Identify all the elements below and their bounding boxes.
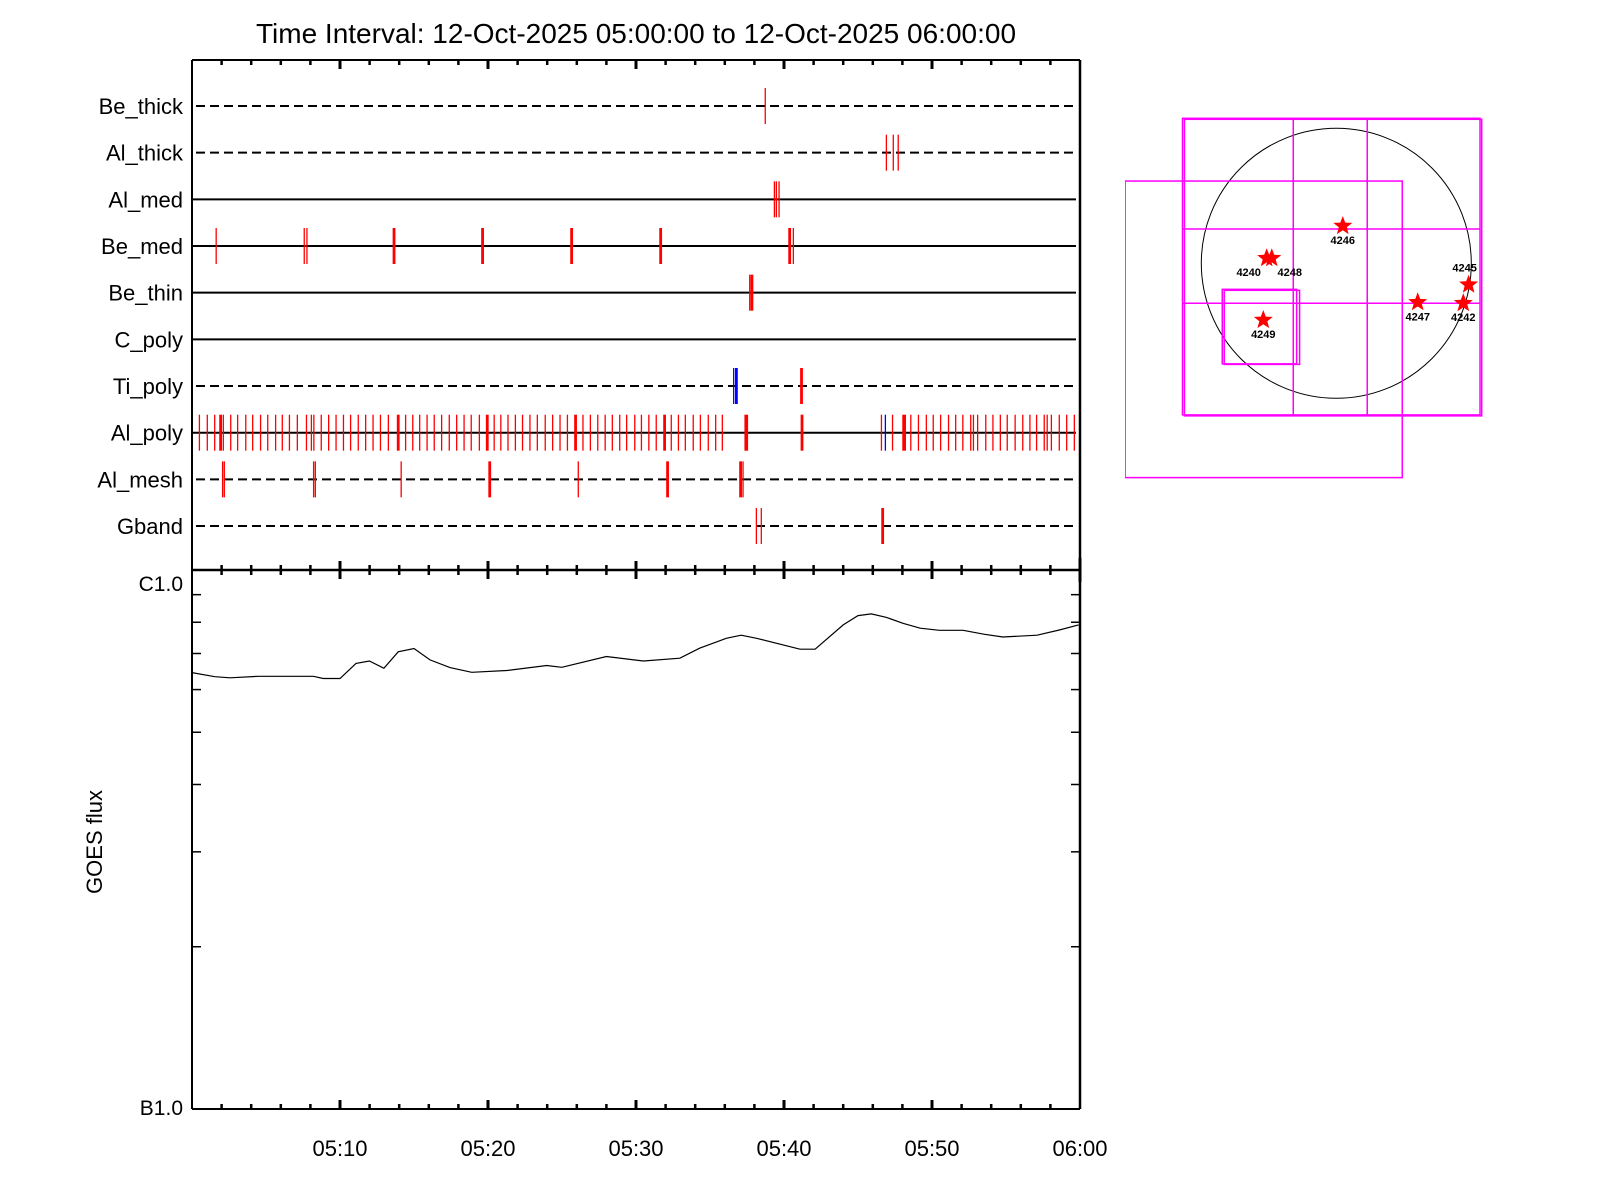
- region-label: 4249: [1251, 329, 1275, 341]
- region-label: 4240: [1236, 267, 1260, 279]
- active-region-4242: 4242: [1451, 293, 1476, 324]
- active-region-4249: 4249: [1251, 310, 1276, 341]
- x-tick-label: 05:40: [756, 1136, 811, 1161]
- row-gband: Gband: [117, 508, 1076, 545]
- star-icon: [1453, 293, 1473, 312]
- y-axis-label: GOES flux: [82, 790, 107, 894]
- goes-flux-panel: C1.0 B1.0 GOES flux 05:10 05:20 05:30 05:40…: [82, 573, 1108, 1161]
- row-label: Al_poly: [111, 421, 183, 446]
- row-label: Be_thin: [108, 281, 183, 306]
- row-al-mesh: Al_mesh: [97, 461, 1076, 498]
- star-icon: [1408, 292, 1428, 311]
- x-tick-label: 05:50: [904, 1136, 959, 1161]
- region-label: 4245: [1452, 263, 1476, 275]
- row-label: Ti_poly: [113, 374, 183, 399]
- row-be-thick: Be_thick: [99, 88, 1076, 124]
- row-al-med: Al_med: [108, 181, 1076, 218]
- row-c-poly: C_poly: [115, 327, 1076, 352]
- active-region-4248: 4248: [1262, 248, 1302, 279]
- active-region-4246: 4246: [1331, 216, 1355, 247]
- x-tick-label: 05:30: [608, 1136, 663, 1161]
- row-label: Gband: [117, 514, 183, 539]
- region-label: 4246: [1331, 235, 1355, 247]
- active-region-4247: 4247: [1405, 292, 1430, 323]
- solar-disk-limb: [1200, 127, 1472, 399]
- x-tick-label: 05:20: [460, 1136, 515, 1161]
- solar-map-panel: 4246 4240 4248 4249 4247 4245 4242: [1125, 117, 1483, 479]
- region-label: 4248: [1278, 267, 1302, 279]
- row-ti-poly: Ti_poly: [113, 368, 1076, 405]
- x-tick-label: 05:10: [312, 1136, 367, 1161]
- star-icon: [1333, 216, 1353, 235]
- goes-flux-line: [191, 613, 1079, 680]
- row-label: Be_thick: [99, 94, 184, 119]
- map-content: 4246 4240 4248 4249 4247 4245 4242: [1125, 117, 1483, 479]
- fov-box: [1223, 289, 1301, 366]
- active-region-4245: 4245: [1452, 263, 1479, 293]
- x-tick-label: 06:00: [1052, 1136, 1107, 1161]
- star-icon: [1253, 310, 1273, 329]
- y-tick-label-top: C1.0: [139, 573, 183, 596]
- event-raster-panel: Be_thick Al_thick Al_med Be_med Be_thin C_pol…: [97, 59, 1082, 1110]
- star-icon: [1459, 274, 1479, 293]
- row-al-thick: Al_thick: [106, 134, 1076, 171]
- fov-box: [1181, 117, 1481, 416]
- row-label: Al_thick: [106, 141, 184, 166]
- row-label: Al_mesh: [97, 467, 183, 492]
- region-label: 4242: [1451, 312, 1475, 324]
- fov-box: [1183, 118, 1483, 417]
- row-be-thin: Be_thin: [108, 274, 1076, 311]
- fov-box: [1125, 180, 1404, 479]
- star-icon: [1262, 248, 1282, 267]
- row-label: C_poly: [115, 327, 183, 352]
- row-label: Be_med: [101, 234, 183, 259]
- row-al-poly: Al_poly: [111, 414, 1076, 451]
- row-be-med: Be_med: [101, 228, 1076, 265]
- chart-title: Time Interval: 12-Oct-2025 05:00:00 to 1…: [256, 18, 1016, 49]
- row-label: Al_med: [108, 187, 183, 212]
- y-tick-label-bottom: B1.0: [140, 1097, 183, 1120]
- region-label: 4247: [1405, 311, 1429, 323]
